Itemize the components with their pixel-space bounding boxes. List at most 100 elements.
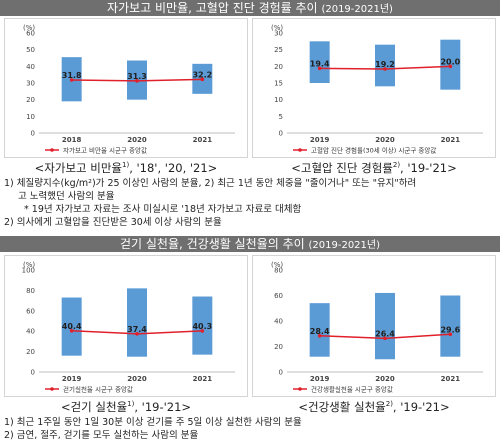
chart-panel-healthy-life: (%) 0 20 40 60 80 2019 2020 2021 28.4 26.4 29.6 건강생활… [252,255,496,397]
legend-swatch-point [298,148,302,152]
chart-walking: (%) 0 20 40 60 80 100 2019 2020 2021 40.4 37.4 40.3 걷… [22,261,235,394]
section2-note-1: 1) 최근 1주일 동안 1일 30분 이상 걷기를 주 5일 이상 실천한 사… [4,417,302,428]
caption-walking: <걷기 실천율1), '19-'21> [4,399,248,415]
data-label: 20.0 [440,57,460,66]
section1-note-1: 1) 체질량지수(kg/m²)가 25 이상인 사람의 분율, 2) 최근 1년… [4,178,417,189]
section2-title-banner: 걷기 실천율, 건강생활 실천율의 추이 (2019-2021년) [0,236,500,252]
x-tick-label: 2020 [127,136,147,144]
x-tick-label: 2018 [62,136,82,144]
y-tick-label: 60 [26,307,35,315]
y-tick-label: 25 [274,46,283,54]
x-tick-label: 2021 [193,136,213,144]
y-tick-label: 20 [274,63,283,71]
range-bar [192,296,213,355]
section1-note-1-cont: 고 노력했던 사람의 분율 [18,191,115,202]
caption-obesity: <자가보고 비만율1), '18', '20, '21> [4,160,248,176]
legend-label: 고혈압 진단 경험률(30세 이상) 시군구 중앙값 [311,146,436,155]
caption-obesity-text: <자가보고 비만율 [34,161,123,175]
chart-panel-obesity: (%) 0 10 20 30 40 50 60 2018 2020 2021 31.8 31.3 32.2… [4,18,248,158]
legend-swatch-point [298,387,302,391]
legend-label: 걷기실천율 시군구 중앙값 [63,385,133,394]
caption-hypertension-text: <고혈압 진단 경험률 [291,161,393,175]
y-tick-label: 20 [26,96,35,104]
median-point [383,67,387,71]
range-bar [375,44,395,87]
caption-healthy-life-years: , '19-'21> [392,400,450,414]
median-point [383,336,387,341]
y-tick-label: 0 [31,369,35,377]
data-label: 28.4 [310,327,330,336]
x-tick-label: 2019 [310,136,330,144]
caption-hypertension: <고혈압 진단 경험률2), '19-'21> [252,160,496,176]
x-tick-label: 2019 [62,375,82,383]
data-label: 37.4 [127,325,147,334]
median-point [317,66,322,71]
x-tick-label: 2021 [193,375,213,383]
median-point [69,78,74,82]
median-point [448,332,453,337]
chart-healthy-life: (%) 0 20 40 60 80 2019 2020 2021 28.4 26.4 29.6 건강생활… [271,261,483,394]
y-unit-label: (%) [271,261,283,269]
y-tick-label: 40 [274,318,283,326]
section1-note-2: 2) 의사에게 고혈압을 진단받은 30세 이상 사람의 분율 [4,217,222,228]
section2-note-2: 2) 금연, 절주, 걷기를 모두 실천하는 사람의 분율 [4,430,199,441]
section1-notes: 1) 체질량지수(kg/m²)가 25 이상인 사람의 분율, 2) 최근 1년… [4,177,498,229]
y-tick-label: 100 [22,267,35,275]
y-tick-label: 30 [274,30,283,38]
caption-obesity-sup: 1) [122,161,130,170]
legend-swatch-point [50,387,54,391]
y-tick-label: 10 [274,96,283,104]
caption-hypertension-sup: 2) [392,161,401,170]
median-point [135,79,139,83]
median-point [135,332,139,336]
range-bar [309,41,330,83]
y-tick-label: 40 [26,63,35,71]
y-tick-label: 0 [279,369,283,377]
chart-panel-hypertension: (%) 0 5 10 15 20 25 30 2019 2020 2021 19.4 19.2 20.0 고… [252,18,496,158]
y-tick-label: 60 [274,292,283,300]
y-tick-label: 20 [26,348,35,356]
section2-years: (2019-2021년) [308,240,381,251]
x-tick-label: 2020 [375,375,395,383]
y-tick-label: 50 [26,46,35,54]
y-tick-label: 80 [274,267,283,275]
x-tick-label: 2020 [375,136,395,144]
section1-title-banner: 자가보고 비만율, 고혈압 진단 경험률 추이 (2019-2021년) [0,0,500,16]
data-label: 40.3 [192,322,212,331]
data-label: 31.8 [62,71,82,80]
y-unit-label: (%) [271,24,283,32]
y-tick-label: 60 [26,30,35,38]
data-label: 26.4 [375,329,395,338]
median-point [317,333,322,338]
range-bar [61,297,82,356]
range-bar [375,292,395,360]
x-tick-label: 2021 [441,375,461,383]
caption-walking-sup: 1) [127,400,135,409]
y-tick-label: 40 [26,328,35,336]
range-bar [127,288,147,357]
caption-hypertension-years: , '19-'21> [400,161,457,175]
caption-healthy-life: <건강생활 실천율2), '19-'21> [252,399,496,415]
legend-label: 건강생활실천율 시군구 중앙값 [311,385,393,394]
data-label: 31.3 [127,72,147,81]
section1-title: 자가보고 비만율, 고혈압 진단 경험률 추이 [107,1,318,15]
y-tick-label: 0 [279,130,283,138]
x-tick-label: 2021 [441,136,461,144]
median-point [200,329,205,333]
chart-obesity: (%) 0 10 20 30 40 50 60 2018 2020 2021 31.8 31.3 32.2… [23,24,235,155]
y-unit-label: (%) [23,24,35,32]
caption-walking-text: <걷기 실천율 [60,400,128,414]
data-label: 19.4 [310,59,330,68]
x-tick-label: 2020 [127,375,147,383]
y-tick-label: 20 [274,343,283,351]
data-label: 40.4 [62,322,82,331]
caption-obesity-years: , '18', '20, '21> [129,161,218,175]
section2-notes: 1) 최근 1주일 동안 1일 30분 이상 걷기를 주 5일 이상 실천한 사… [4,416,498,442]
data-label: 19.2 [375,60,395,69]
section2-title: 걷기 실천율, 건강생활 실천율의 추이 [119,237,305,251]
y-unit-label: (%) [23,261,35,269]
data-label: 32.2 [192,70,212,79]
caption-healthy-life-sup: 2) [385,400,393,409]
y-tick-label: 80 [26,287,35,295]
data-label: 29.6 [440,325,460,334]
